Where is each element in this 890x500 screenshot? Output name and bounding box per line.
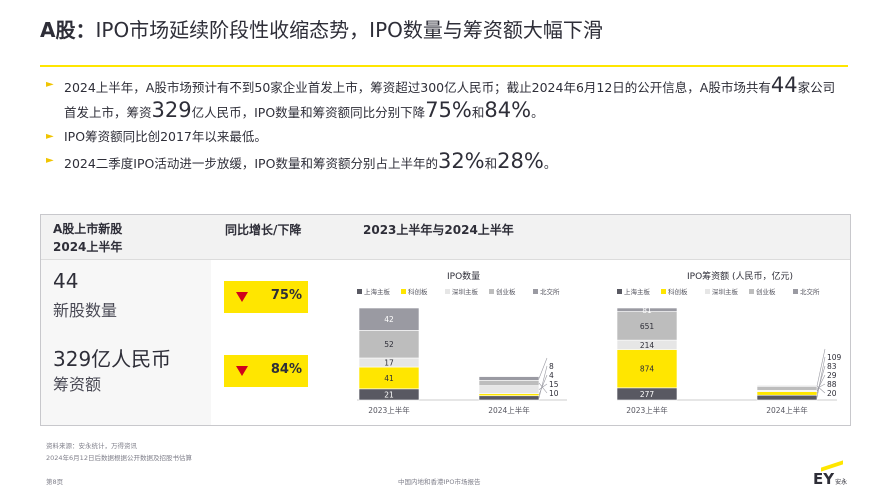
bar-segment <box>478 395 540 401</box>
bullet-arrow-icon: ► <box>46 79 54 90</box>
legend-swatch <box>533 289 538 294</box>
legend-swatch <box>445 289 450 294</box>
chart-title: IPO筹资额 (人民币，亿元) <box>687 270 793 282</box>
legend-label: 北交所 <box>800 287 820 296</box>
source-note: 资料来源：安永统计，万得资讯 <box>46 442 137 450</box>
bar-segment <box>756 391 818 396</box>
title-underline <box>40 65 848 67</box>
bullet-list: ► 2024上半年，A股市场预计有不到50家企业首发上市，筹资超过300亿人民币… <box>46 74 846 177</box>
bullet-arrow-icon: ► <box>46 131 54 142</box>
leader-line <box>538 374 548 395</box>
panel-header: A股上市新股 2024上半年 同比增长/下降 2023上半年与2024上半年 <box>41 215 850 260</box>
proceeds-change-badge: 84% <box>224 355 308 387</box>
data-label: 83 <box>827 362 837 371</box>
legend-swatch <box>357 289 362 294</box>
legend-label: 上海主板 <box>364 287 391 296</box>
ipo-proceeds-value: 329亿人民币 <box>53 347 172 371</box>
bar-segment <box>478 393 540 397</box>
down-arrow-icon <box>236 292 248 302</box>
data-label: 81 <box>642 306 652 315</box>
leader-line <box>816 383 826 389</box>
leader-line <box>538 383 548 390</box>
header-col-change: 同比增长/下降 <box>225 223 302 237</box>
ey-logo: EY安永 <box>813 460 847 488</box>
legend-swatch <box>661 289 666 294</box>
data-label: 29 <box>827 371 837 380</box>
data-label: 15 <box>549 380 559 389</box>
leader-line <box>538 382 548 394</box>
category-label: 2023上半年 <box>368 405 410 415</box>
bar-segment <box>358 330 420 359</box>
data-label: 874 <box>640 365 655 374</box>
data-label: 52 <box>384 340 394 349</box>
legend-label: 深圳主板 <box>452 287 479 296</box>
ipo-summary-panel: A股上市新股 2024上半年 同比增长/下降 2023上半年与2024上半年 44… <box>40 214 851 426</box>
ipo-count-value: 44 <box>53 269 79 293</box>
metrics-column <box>41 260 211 425</box>
legend-swatch <box>705 289 710 294</box>
legend-swatch <box>617 289 622 294</box>
header-col-period: A股上市新股 2024上半年 <box>53 222 123 254</box>
legend-swatch <box>749 289 754 294</box>
down-arrow-icon <box>236 366 248 376</box>
ipo-proceeds-label: 筹资额 <box>53 375 102 394</box>
leader-line <box>816 348 826 387</box>
bar-segment <box>756 386 818 391</box>
data-label: 109 <box>827 353 842 362</box>
legend-label: 上海主板 <box>624 287 651 296</box>
bar-segment <box>616 349 678 389</box>
bar-segment <box>756 394 818 401</box>
data-label: 8 <box>549 362 554 371</box>
leader-line <box>816 385 826 394</box>
bar-segment <box>756 385 818 387</box>
data-label: 42 <box>384 315 394 324</box>
header-col-charts: 2023上半年与2024上半年 <box>363 223 514 237</box>
legend-label: 创业板 <box>756 287 776 296</box>
category-label: 2023上半年 <box>626 405 668 415</box>
chart-title: IPO数量 <box>447 270 480 282</box>
estimate-note: 2024年6月12日后数据根据公开数据及招股书估算 <box>46 454 192 462</box>
leader-line <box>538 365 548 398</box>
bar-segment <box>478 376 540 381</box>
data-label: 41 <box>384 374 394 383</box>
bullet-3: ► 2024二季度IPO活动进一步放缓，IPO数量和筹资额分别占上半年的32%和… <box>46 149 557 173</box>
legend-label: 创业板 <box>496 287 516 296</box>
bullet-arrow-icon: ► <box>46 155 54 166</box>
report-name: 中国内地和香港IPO市场报告 <box>398 478 481 486</box>
legend-swatch <box>401 289 406 294</box>
legend-label: 科创板 <box>668 287 688 296</box>
legend-label: 科创板 <box>408 287 428 296</box>
category-label: 2024上半年 <box>766 405 808 415</box>
page-number: 第8页 <box>46 478 64 486</box>
leader-line <box>538 357 548 379</box>
legend-label: 深圳主板 <box>712 287 739 296</box>
page-title: A股：IPO市场延续阶段性收缩态势，IPO数量与筹资额大幅下滑 <box>40 18 603 42</box>
legend-swatch <box>793 289 798 294</box>
data-label: 17 <box>384 359 394 368</box>
data-label: 277 <box>640 390 655 399</box>
count-change-badge: 75% <box>224 281 308 313</box>
bar-segment <box>616 307 678 312</box>
bullet-1: ► 2024上半年，A股市场预计有不到50家企业首发上市，筹资超过300亿人民币… <box>46 73 836 122</box>
bar-segment <box>478 385 540 394</box>
data-label: 20 <box>827 389 837 398</box>
bullet-2: ► IPO筹资额同比创2017年以来最低。 <box>46 126 846 148</box>
data-label: 21 <box>384 390 394 399</box>
bar-segment <box>478 380 540 386</box>
bar-segment <box>358 307 420 331</box>
ipo-count-label: 新股数量 <box>53 301 118 320</box>
leader-line <box>816 374 826 392</box>
category-label: 2024上半年 <box>488 405 530 415</box>
data-label: 651 <box>640 322 655 331</box>
data-label: 10 <box>549 389 559 398</box>
data-label: 88 <box>827 380 837 389</box>
data-label: 4 <box>549 371 554 380</box>
legend-label: 北交所 <box>540 287 560 296</box>
data-label: 214 <box>640 341 655 350</box>
bar-segment <box>616 311 678 341</box>
leader-line <box>816 356 826 398</box>
legend-swatch <box>489 289 494 294</box>
